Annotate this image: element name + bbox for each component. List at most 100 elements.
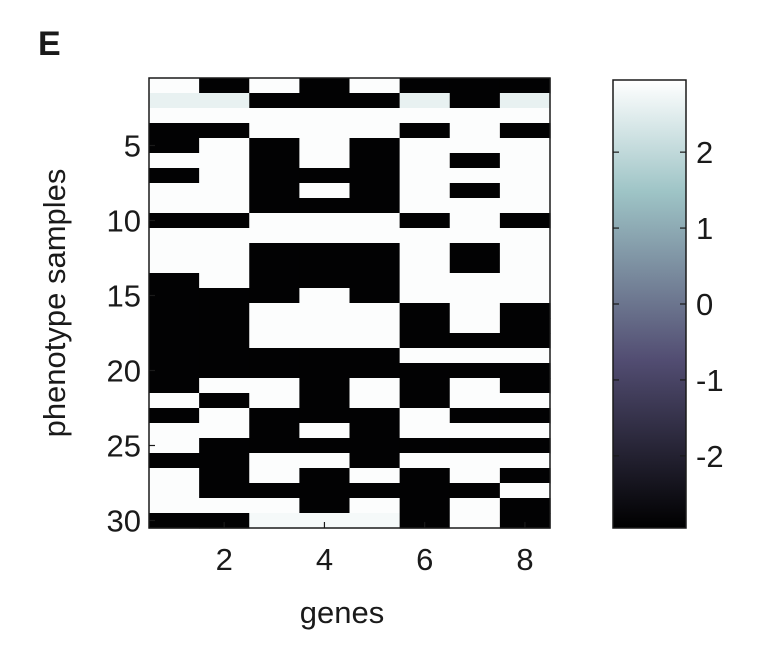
heatmap-cell [399,288,451,304]
heatmap-cell [499,93,551,109]
heatmap-cell [399,183,451,199]
heatmap-cell [249,348,300,364]
heatmap-cell [449,78,501,94]
heatmap-cell [449,258,501,274]
heatmap-cell [299,318,351,334]
heatmap-cell [449,168,501,184]
heatmap-cell [299,483,351,499]
colorbar-tick-label: -1 [696,363,724,398]
heatmap-cell [249,183,300,199]
heatmap-cell [149,273,200,289]
y-tick-label: 5 [124,129,141,164]
heatmap-cell [249,453,300,469]
heatmap-cell [499,138,551,154]
heatmap-cell [149,258,200,274]
heatmap-cell [299,393,351,409]
heatmap-cell [149,468,200,484]
y-tick-label: 15 [107,279,141,314]
heatmap-cell [199,438,250,454]
heatmap-cell [449,123,501,139]
heatmap-cell [349,483,401,499]
heatmap-cell [199,288,250,304]
heatmap-cell [499,213,551,229]
heatmap-cell [449,423,501,439]
y-tick-label: 30 [107,504,141,539]
heatmap-cell [499,363,551,379]
heatmap-cell [299,363,351,379]
heatmap-cell [499,288,551,304]
heatmap-cell [449,198,501,214]
heatmap-cell [349,183,401,199]
heatmap-cell [399,303,451,319]
heatmap-cell [499,123,551,139]
heatmap-cell [399,483,451,499]
heatmap-cell [199,423,250,439]
heatmap-cell [449,483,501,499]
heatmap-cell [449,213,501,229]
heatmap-cell [449,273,501,289]
heatmap-cell [299,423,351,439]
heatmap-cell [399,363,451,379]
heatmap-cell [449,408,501,424]
heatmap-cell [249,378,300,394]
heatmap-cell [449,318,501,334]
heatmap-cell [349,423,401,439]
heatmap-cell [449,138,501,154]
heatmap-cell [249,393,300,409]
heatmap-cell [499,318,551,334]
heatmap-cell [199,273,250,289]
heatmap-cell [249,138,300,154]
heatmap-cell [299,228,351,244]
heatmap-cell [349,168,401,184]
heatmap-cell [199,348,250,364]
x-axis-ticks: 2 4 6 8 [216,522,534,577]
heatmap-cell [399,228,451,244]
heatmap-cell [349,213,401,229]
panel-label: E [38,25,61,63]
heatmap-cell [399,93,451,109]
heatmap-cell [399,168,451,184]
heatmap-cell [449,108,501,124]
heatmap-cell [399,318,451,334]
heatmap-cell [499,393,551,409]
heatmap-cell [349,123,401,139]
heatmap-cell [149,378,200,394]
heatmap-cell [149,288,200,304]
x-tick-label: 4 [316,542,333,577]
heatmap-cell [249,258,300,274]
heatmap-cell [449,153,501,169]
heatmap-cell [299,93,351,109]
heatmap-cell [399,198,451,214]
heatmap-cell [399,213,451,229]
heatmap-cell [449,498,501,514]
heatmap-cell [399,378,451,394]
heatmap-cell [249,243,300,259]
heatmap-cell [499,228,551,244]
heatmap-cell [299,153,351,169]
heatmap-cell [149,303,200,319]
x-tick-label: 2 [216,542,233,577]
heatmap-cell [249,483,300,499]
heatmap-cell [449,333,501,349]
heatmap-cell [349,378,401,394]
heatmap-cell [449,363,501,379]
heatmap-cell [399,468,451,484]
heatmap-cell [499,483,551,499]
heatmap-cell [499,258,551,274]
heatmap-cell [349,228,401,244]
heatmap-cell [499,513,551,529]
heatmap-cell [499,183,551,199]
heatmap-cell [449,183,501,199]
heatmap-cell [149,408,200,424]
heatmap-cell [449,243,501,259]
heatmap-cell [399,333,451,349]
colorbar-tick-label: 2 [696,135,713,170]
heatmap-cell [449,228,501,244]
heatmap-cell [149,453,200,469]
heatmap-cell [149,333,200,349]
heatmap-cell [249,498,300,514]
heatmap-cell [299,168,351,184]
heatmap-cell [299,243,351,259]
heatmap-cell [149,198,200,214]
heatmap-cell [199,333,250,349]
